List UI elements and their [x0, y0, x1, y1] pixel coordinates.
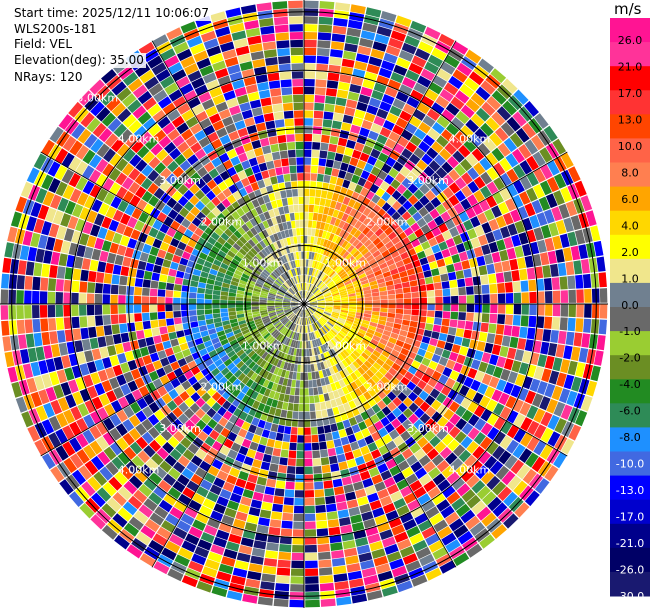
colorbar: 26.0 21.0 17.0 13.0 10.0 8.0 6.0 4.0 2.0 1.0 0.0 -1… [610, 18, 650, 603]
colorbar-tick-label: -30.0 [616, 590, 644, 603]
ring-label-2km: 2.00km [366, 381, 408, 394]
colorbar-swatch [610, 18, 650, 43]
ring-label-4km: 4.00km [118, 463, 160, 476]
colorbar-tick-label: 10.0 [618, 140, 643, 153]
colorbar-swatch [610, 162, 650, 188]
ring-label-2km: 2.00km [201, 381, 243, 394]
colorbar-tick-label: 4.0 [621, 219, 639, 232]
azimuth-line-240 [40, 303, 305, 457]
colorbar-swatch [610, 403, 650, 428]
colorbar-swatch [610, 66, 650, 91]
azimuth-lines [0, 0, 608, 608]
colorbar-swatch [610, 331, 650, 356]
colorbar-swatch [610, 210, 650, 236]
colorbar-swatch [610, 355, 650, 380]
ring-label-5km: 5.00km [77, 91, 119, 104]
colorbar-swatch [610, 547, 650, 573]
range-ring-labels: 1.00km 2.00km 3.00km 4.00km 5.00km 1.00km 2.00… [77, 91, 491, 476]
colorbar-tick-label: -6.0 [619, 405, 640, 418]
ring-label-4km: 4.00km [449, 133, 491, 146]
azimuth-line-60 [303, 151, 568, 305]
colorbar-swatch [610, 234, 650, 260]
colorbar-tick-label: 0.0 [621, 299, 639, 312]
ring-label-3km: 3.00km [407, 174, 449, 187]
ring-label-1km: 1.00km [242, 339, 284, 352]
ring-label-2km: 2.00km [201, 215, 243, 228]
ring-label-4km: 4.00km [449, 463, 491, 476]
ring-label-4km: 4.00km [118, 133, 160, 146]
colorbar-tick-label: -8.0 [619, 431, 640, 444]
elevation-label: Elevation(deg): 35.00 [12, 53, 146, 68]
colorbar-tick-label: -4.0 [619, 378, 640, 391]
colorbar-swatch [610, 307, 650, 332]
colorbar-swatch [610, 427, 650, 452]
colorbar-swatch [610, 114, 650, 139]
colorbar-swatch [610, 90, 650, 115]
azimuth-line-30 [303, 40, 457, 305]
azimuth-line-120 [303, 303, 568, 457]
colorbar-tick-label: 8.0 [621, 166, 639, 179]
colorbar-unit: m/s [614, 0, 642, 18]
colorbar-tick-label: 6.0 [621, 193, 639, 206]
colorbar-swatch [610, 475, 650, 501]
colorbar-swatch [610, 282, 650, 308]
colorbar-tick-label: -1.0 [619, 325, 640, 338]
colorbar-swatch [610, 499, 650, 525]
field-label: Field: VEL [12, 37, 75, 52]
colorbar-tick-label: -21.0 [616, 537, 644, 550]
ring-label-3km: 3.00km [159, 422, 201, 435]
colorbar-swatch [610, 138, 650, 163]
ring-label-1km: 1.00km [325, 339, 367, 352]
colorbar-tick-label: -2.0 [619, 352, 640, 365]
ring-label-3km: 3.00km [159, 174, 201, 187]
nrays-label: NRays: 120 [12, 70, 85, 85]
colorbar-tick-label: 13.0 [618, 113, 643, 126]
colorbar-swatch [610, 186, 650, 212]
colorbar-swatch [610, 258, 650, 284]
ring-label-1km: 1.00km [325, 257, 367, 270]
colorbar-tick-label: -17.0 [616, 511, 644, 524]
ring-label-2km: 2.00km [366, 215, 408, 228]
start-time-label: Start time: 2025/12/11 10:06:07 [12, 6, 211, 21]
colorbar-swatch [610, 42, 650, 67]
azimuth-line-210 [151, 303, 305, 568]
ring-label-1km: 1.00km [242, 257, 284, 270]
azimuth-line-150 [303, 303, 457, 568]
station-label: WLS200s-181 [12, 22, 99, 37]
colorbar-tick-label: -26.0 [616, 564, 644, 577]
ring-label-3km: 3.00km [407, 422, 449, 435]
azimuth-line-330 [151, 40, 305, 305]
colorbar-swatch [610, 379, 650, 404]
colorbar-swatch [610, 571, 650, 597]
colorbar-tick-label: 26.0 [618, 34, 643, 47]
colorbar-swatch [610, 523, 650, 549]
colorbar-tick-label: 1.0 [621, 272, 639, 285]
colorbar-tick-label: -13.0 [616, 484, 644, 497]
colorbar-tick-label: 21.0 [618, 61, 643, 74]
colorbar-tick-label: -10.0 [616, 458, 644, 471]
colorbar-tick-label: 2.0 [621, 246, 639, 259]
azimuth-line-300 [40, 151, 305, 305]
colorbar-tick-label: 17.0 [618, 87, 643, 100]
colorbar-swatch [610, 451, 650, 477]
